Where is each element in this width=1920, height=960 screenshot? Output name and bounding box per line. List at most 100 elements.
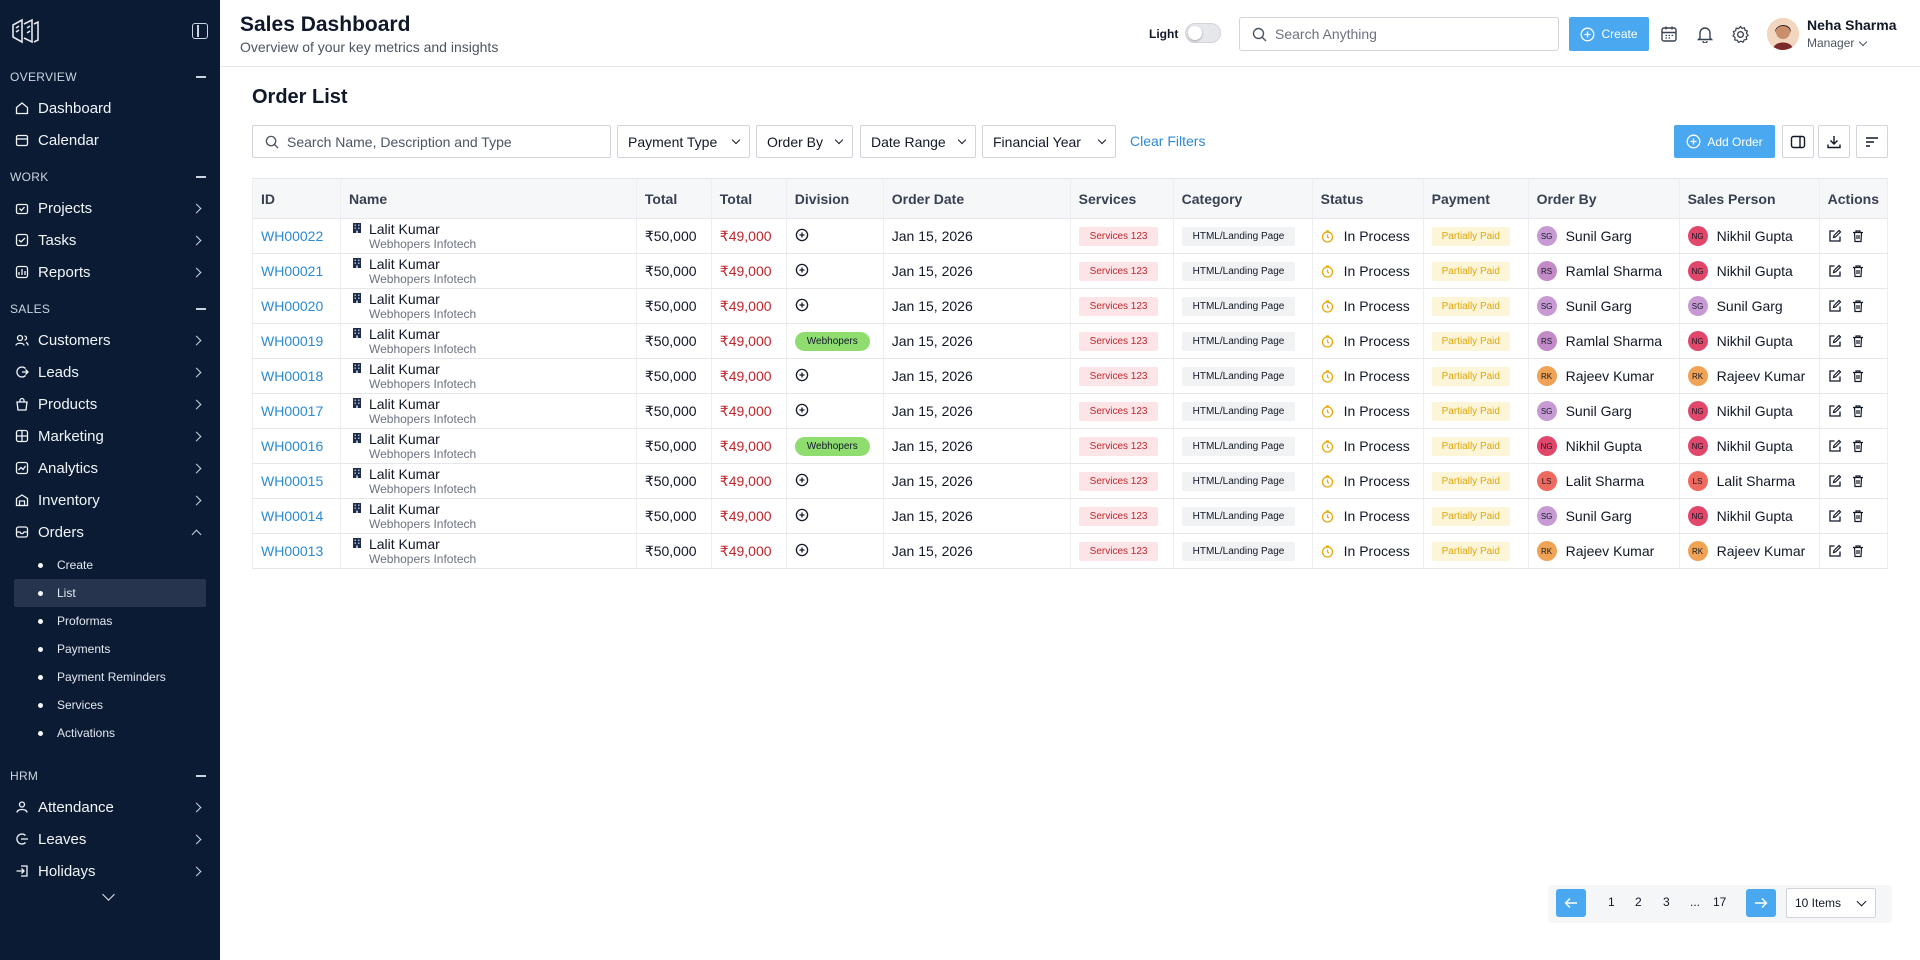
add-division-icon[interactable] bbox=[795, 368, 809, 382]
order-search-input[interactable] bbox=[287, 133, 597, 150]
download-button[interactable] bbox=[1818, 125, 1850, 158]
sidebar-item-orders[interactable]: Orders bbox=[0, 516, 220, 548]
sidebar-item-leaves[interactable]: Leaves bbox=[0, 823, 220, 855]
col-services[interactable]: Services bbox=[1069, 178, 1174, 219]
edit-icon[interactable] bbox=[1828, 474, 1842, 488]
edit-icon[interactable] bbox=[1828, 229, 1842, 243]
sidebar-item-calendar[interactable]: Calendar bbox=[0, 124, 220, 156]
edit-icon[interactable] bbox=[1828, 404, 1842, 418]
trash-icon[interactable] bbox=[1851, 509, 1865, 523]
financial-year-dropdown[interactable]: Financial Year bbox=[982, 125, 1116, 158]
col-status[interactable]: Status bbox=[1311, 178, 1424, 219]
page-2[interactable]: 2 bbox=[1635, 895, 1642, 909]
next-page-button[interactable] bbox=[1746, 889, 1776, 917]
trash-icon[interactable] bbox=[1851, 369, 1865, 383]
trash-icon[interactable] bbox=[1851, 404, 1865, 418]
order-id-link[interactable]: WH00013 bbox=[261, 543, 324, 559]
user-role-dropdown[interactable]: Manager bbox=[1807, 36, 1868, 50]
bell-icon[interactable] bbox=[1694, 23, 1716, 45]
sidebar-item-customers[interactable]: Customers bbox=[0, 324, 220, 356]
sort-button[interactable] bbox=[1856, 125, 1888, 158]
order-id-link[interactable]: WH00021 bbox=[261, 263, 324, 279]
sidebar-subitem-proformas[interactable]: Proformas bbox=[14, 607, 206, 635]
clear-filters-link[interactable]: Clear Filters bbox=[1130, 133, 1206, 149]
sidebar-subitem-create[interactable]: Create bbox=[14, 551, 206, 579]
add-division-icon[interactable] bbox=[795, 228, 809, 242]
page-size-select[interactable]: 10 Items bbox=[1786, 888, 1876, 918]
trash-icon[interactable] bbox=[1851, 474, 1865, 488]
section-work[interactable]: WORK bbox=[0, 162, 220, 192]
section-sales[interactable]: SALES bbox=[0, 294, 220, 324]
columns-button[interactable] bbox=[1782, 125, 1814, 158]
order-id-link[interactable]: WH00015 bbox=[261, 473, 324, 489]
sidebar-item-projects[interactable]: Projects bbox=[0, 192, 220, 224]
order-id-link[interactable]: WH00016 bbox=[261, 438, 324, 454]
theme-toggle[interactable] bbox=[1185, 23, 1221, 43]
trash-icon[interactable] bbox=[1851, 299, 1865, 313]
add-division-icon[interactable] bbox=[795, 263, 809, 277]
scroll-down-icon[interactable] bbox=[102, 888, 115, 901]
sidebar-item-products[interactable]: Products bbox=[0, 388, 220, 420]
order-id-link[interactable]: WH00018 bbox=[261, 368, 324, 384]
sidebar-subitem-payment-reminders[interactable]: Payment Reminders bbox=[14, 663, 206, 691]
trash-icon[interactable] bbox=[1851, 544, 1865, 558]
col-category[interactable]: Category bbox=[1172, 178, 1313, 219]
add-division-icon[interactable] bbox=[795, 473, 809, 487]
table-row[interactable]: WH00017 Lalit Kumar Webhopers Infotech ₹50,… bbox=[252, 393, 1889, 429]
sidebar-subitem-payments[interactable]: Payments bbox=[14, 635, 206, 663]
add-division-icon[interactable] bbox=[795, 543, 809, 557]
user-name[interactable]: Neha Sharma bbox=[1807, 17, 1897, 33]
col-sales-person[interactable]: Sales Person bbox=[1678, 178, 1820, 219]
order-search[interactable] bbox=[252, 125, 611, 158]
table-row[interactable]: WH00020 Lalit Kumar Webhopers Infotech ₹50,… bbox=[252, 288, 1889, 324]
sidebar-item-reports[interactable]: Reports bbox=[0, 256, 220, 288]
add-division-icon[interactable] bbox=[795, 298, 809, 312]
col-name[interactable]: Name bbox=[339, 178, 637, 219]
table-row[interactable]: WH00022 Lalit Kumar Webhopers Infotech ₹50,… bbox=[252, 218, 1889, 254]
global-search-input[interactable] bbox=[1275, 26, 1545, 42]
logo-icon[interactable] bbox=[10, 16, 40, 46]
table-row[interactable]: WH00014 Lalit Kumar Webhopers Infotech ₹50,… bbox=[252, 498, 1889, 534]
table-row[interactable]: WH00015 Lalit Kumar Webhopers Infotech ₹50,… bbox=[252, 463, 1889, 499]
sidebar-item-leads[interactable]: Leads bbox=[0, 356, 220, 388]
table-row[interactable]: WH00018 Lalit Kumar Webhopers Infotech ₹50,… bbox=[252, 358, 1889, 394]
panel-toggle-icon[interactable] bbox=[192, 23, 208, 39]
col-total-net[interactable]: Total bbox=[710, 178, 787, 219]
order-id-link[interactable]: WH00019 bbox=[261, 333, 324, 349]
page-1[interactable]: 1 bbox=[1608, 895, 1615, 909]
table-row[interactable]: WH00019 Lalit Kumar Webhopers Infotech ₹50,… bbox=[252, 323, 1889, 359]
trash-icon[interactable] bbox=[1851, 439, 1865, 453]
edit-icon[interactable] bbox=[1828, 264, 1842, 278]
prev-page-button[interactable] bbox=[1556, 889, 1586, 917]
section-hrm[interactable]: HRM bbox=[0, 761, 220, 791]
user-avatar[interactable] bbox=[1767, 18, 1799, 50]
col-total[interactable]: Total bbox=[635, 178, 712, 219]
sidebar-subitem-list[interactable]: List bbox=[14, 579, 206, 607]
sidebar-item-analytics[interactable]: Analytics bbox=[0, 452, 220, 484]
edit-icon[interactable] bbox=[1828, 299, 1842, 313]
edit-icon[interactable] bbox=[1828, 509, 1842, 523]
trash-icon[interactable] bbox=[1851, 334, 1865, 348]
page-17[interactable]: 17 bbox=[1713, 895, 1727, 909]
add-division-icon[interactable] bbox=[795, 508, 809, 522]
sidebar-item-dashboard[interactable]: Dashboard bbox=[0, 92, 220, 124]
global-search[interactable] bbox=[1239, 17, 1559, 51]
sidebar-item-tasks[interactable]: Tasks bbox=[0, 224, 220, 256]
edit-icon[interactable] bbox=[1828, 369, 1842, 383]
order-id-link[interactable]: WH00014 bbox=[261, 508, 324, 524]
trash-icon[interactable] bbox=[1851, 264, 1865, 278]
table-row[interactable]: WH00013 Lalit Kumar Webhopers Infotech ₹50,… bbox=[252, 533, 1889, 569]
edit-icon[interactable] bbox=[1828, 544, 1842, 558]
sidebar-item-holidays[interactable]: Holidays bbox=[0, 855, 220, 887]
sidebar-subitem-activations[interactable]: Activations bbox=[14, 719, 206, 747]
create-button[interactable]: Create bbox=[1569, 17, 1649, 51]
add-order-button[interactable]: Add Order bbox=[1674, 125, 1775, 158]
date-range-dropdown[interactable]: Date Range bbox=[860, 125, 976, 158]
col-division[interactable]: Division bbox=[785, 178, 884, 219]
calendar-icon[interactable] bbox=[1658, 23, 1680, 45]
sidebar-item-attendance[interactable]: Attendance bbox=[0, 791, 220, 823]
table-row[interactable]: WH00016 Lalit Kumar Webhopers Infotech ₹50,… bbox=[252, 428, 1889, 464]
page-3[interactable]: 3 bbox=[1663, 895, 1670, 909]
col-order-date[interactable]: Order Date bbox=[882, 178, 1071, 219]
col-id[interactable]: ID bbox=[252, 178, 341, 219]
